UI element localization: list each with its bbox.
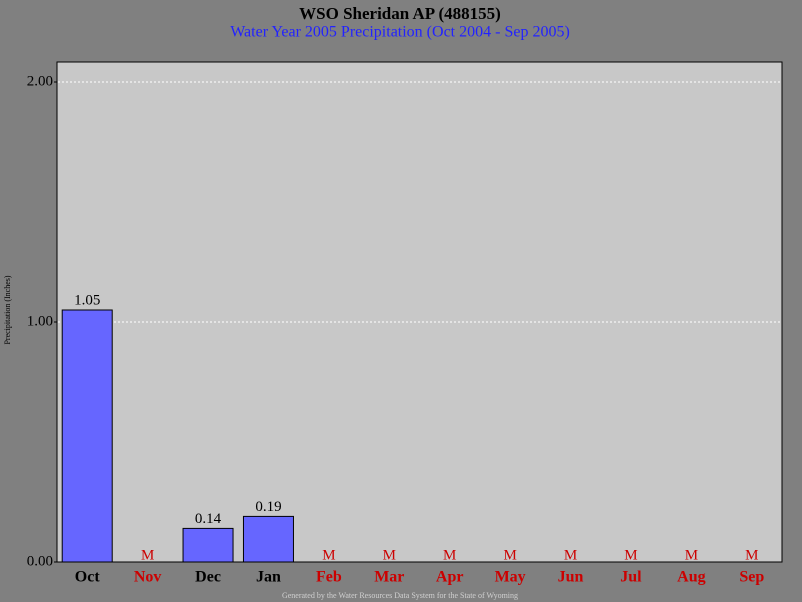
missing-label: M [141,547,154,563]
x-tick-label: Feb [316,569,342,586]
bar [182,527,234,563]
missing-label: M [383,547,396,563]
y-tick-label: 0.00 [27,553,53,569]
missing-label: M [322,547,335,563]
y-tick-label: 2.00 [27,73,53,89]
missing-label: M [443,547,456,563]
x-tick-label: Mar [374,569,404,586]
y-tick-label: 1.00 [27,313,53,329]
x-tick-label: Jul [620,569,642,586]
missing-label: M [745,547,758,563]
x-tick-label: May [495,569,526,586]
y-axis-label: Precipitation (Inches) [3,275,12,344]
x-tick-label: Nov [134,569,162,586]
bar [242,515,294,563]
missing-label: M [685,547,698,563]
footer: Generated by the Water Resources Data Sy… [282,591,518,600]
value-label: 1.05 [74,292,100,308]
plot-area [56,61,783,563]
bar [61,309,113,563]
chart-subtitle: Water Year 2005 Precipitation (Oct 2004 … [230,24,570,41]
value-label: 0.19 [255,499,281,515]
missing-label: M [564,547,577,563]
value-label: 0.14 [195,511,222,527]
x-tick-label: Aug [677,569,705,586]
missing-label: M [503,547,516,563]
x-tick-label: Jun [558,569,584,586]
x-tick-label: Dec [195,569,221,586]
x-tick-label: Jan [256,569,281,586]
x-tick-label: Apr [436,569,464,586]
missing-label: M [624,547,637,563]
x-tick-label: Oct [75,569,101,586]
x-tick-label: Sep [739,569,764,586]
chart-title: WSO Sheridan AP (488155) [299,4,501,23]
